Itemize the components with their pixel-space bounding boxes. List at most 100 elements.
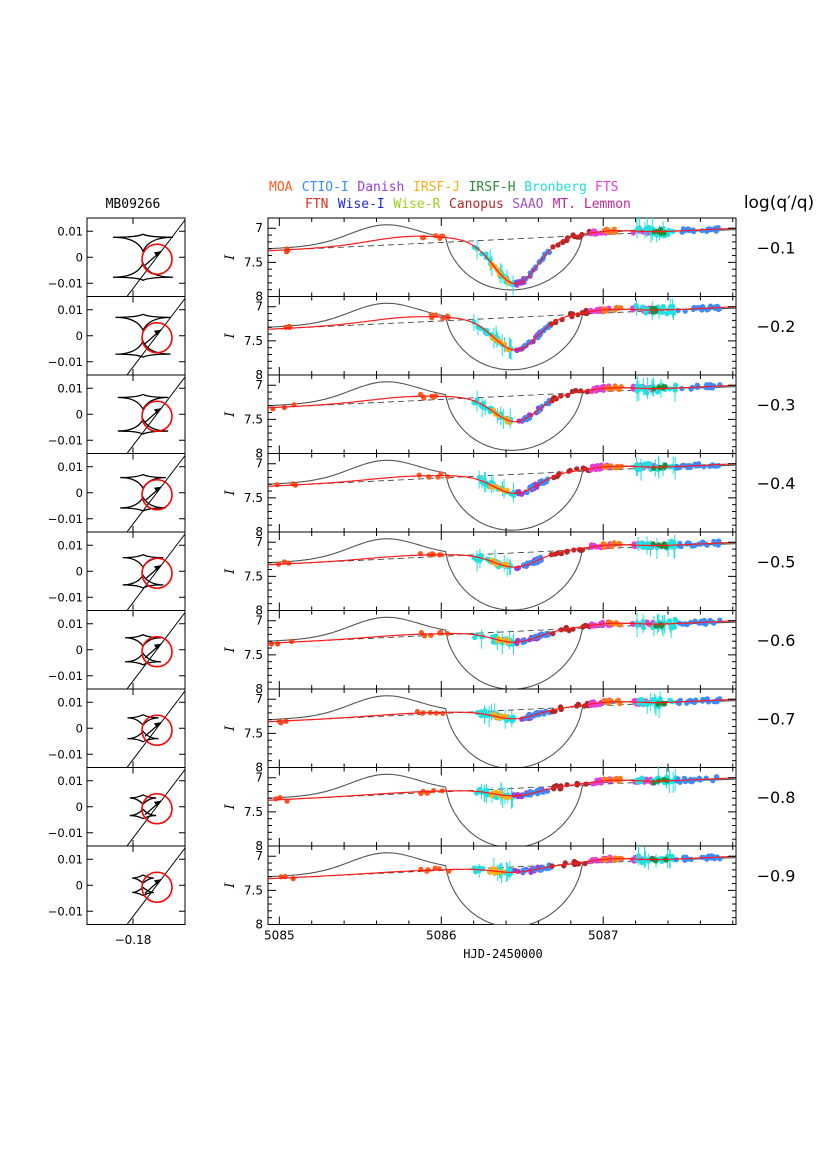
x-tick-label: 5085	[264, 929, 295, 943]
source-trajectory	[126, 690, 186, 768]
source-circle	[141, 321, 173, 354]
legend-entry: Wise-R	[393, 197, 440, 212]
y-tick-label: 8	[255, 447, 263, 461]
caustic-panel: 0.01 0 −0.01	[48, 374, 186, 454]
data-point	[656, 542, 662, 548]
caustic-curve	[129, 808, 157, 820]
data-point	[633, 303, 640, 309]
caustic-curve	[112, 233, 174, 253]
data-point	[273, 796, 279, 802]
data-point	[639, 860, 645, 866]
y-tick-label: 8	[255, 604, 263, 618]
y-tick-label: 8	[255, 368, 263, 382]
data-point	[639, 696, 645, 703]
caustic-y-tick-label: 0.01	[57, 617, 83, 631]
caustic-panel: 0.01 0 −0.01	[48, 453, 186, 533]
best-fit-model-curve	[267, 463, 737, 494]
y-tick-label: 8	[255, 290, 263, 304]
data-point	[507, 867, 513, 873]
data-point	[594, 858, 601, 864]
data-point	[421, 234, 427, 240]
data-point	[673, 382, 679, 388]
log-q-ratio-value: −0.4	[757, 474, 796, 493]
legend-entry: MOA	[269, 180, 293, 195]
y-axis-label: I	[223, 646, 238, 653]
legend-entry: MT. Lemmon	[553, 197, 631, 212]
x-tick-label: 5086	[426, 929, 457, 943]
caustic-panel: 0.01 0 −0.01	[48, 217, 186, 297]
caustic-curve	[117, 417, 169, 435]
right-axis-label: log(q′/q)	[744, 193, 814, 213]
caustic-y-tick-label: −0.01	[48, 826, 83, 840]
caustic-panel: 0.01 0 −0.01	[48, 531, 186, 611]
best-fit-model-curve	[267, 620, 737, 644]
y-tick-label: 7	[255, 457, 263, 471]
caustic-curve	[117, 393, 169, 411]
data-point	[634, 620, 640, 626]
y-axis-label: I	[223, 568, 238, 575]
data-point	[657, 465, 663, 471]
caustic-y-tick-label: −0.01	[48, 433, 83, 447]
x-tick-label: 5087	[588, 929, 619, 943]
y-tick-label: 7	[255, 221, 263, 235]
data-point	[642, 461, 648, 467]
data-point	[603, 307, 610, 313]
source-trajectory	[126, 298, 186, 376]
caustic-y-tick-label: 0.01	[57, 381, 83, 395]
alternative-model-curve	[267, 695, 737, 769]
y-axis-label: I	[223, 254, 238, 261]
caustic-y-tick-label: 0	[76, 721, 83, 735]
data-point	[644, 390, 650, 396]
trajectory-arrow-head	[154, 879, 161, 886]
source-circle	[141, 714, 173, 747]
caustic-curve	[122, 574, 164, 589]
log-q-ratio-value: −0.9	[757, 866, 796, 885]
trajectory-arrow-head	[154, 722, 161, 729]
caustic-y-tick-label: 0.01	[57, 774, 83, 788]
data-point	[688, 856, 694, 863]
data-point	[676, 698, 682, 704]
log-q-ratio-value: −0.2	[757, 317, 796, 336]
data-point	[506, 872, 512, 878]
data-point	[644, 545, 650, 551]
caustic-y-tick-label: 0	[76, 564, 83, 578]
x-axis-label: HJD-2450000	[463, 947, 542, 961]
data-point	[612, 307, 618, 313]
data-point	[715, 542, 721, 548]
data-point	[489, 263, 496, 269]
legend-entry: IRSF-H	[469, 180, 516, 195]
caustic-curve	[127, 714, 159, 727]
data-point	[495, 869, 501, 876]
data-point	[445, 474, 451, 480]
light-curve-panel: 7 7.5 8 I	[223, 610, 737, 696]
caustic-y-tick-label: −0.01	[48, 904, 83, 918]
data-point	[472, 634, 478, 641]
legend-entry: Canopus	[449, 197, 504, 212]
data-point	[635, 777, 641, 783]
data-point	[416, 472, 422, 478]
source-trajectory	[126, 769, 186, 847]
source-trajectory	[126, 376, 186, 454]
caustic-curve	[112, 261, 174, 281]
source-circle	[141, 243, 173, 276]
y-tick-label: 8	[255, 761, 263, 775]
source-circle	[141, 478, 173, 511]
data-point	[650, 697, 656, 703]
data-point	[670, 310, 677, 316]
y-tick-label: 7	[255, 300, 263, 314]
data-point	[583, 781, 589, 787]
data-point	[703, 775, 709, 781]
source-circle	[141, 557, 173, 590]
data-point	[640, 619, 646, 625]
caustic-curve	[120, 473, 166, 490]
source-trajectory	[126, 533, 186, 611]
legend: MOA CTIO-I Danish IRSF-J IRSF-H Bronberg FTS FT…	[269, 180, 631, 212]
data-point	[636, 853, 642, 859]
data-point	[671, 623, 677, 629]
panel-frame	[267, 217, 737, 297]
best-fit-model-curve	[267, 855, 737, 880]
data-point	[502, 794, 509, 801]
best-fit-model-curve	[267, 777, 737, 801]
caustic-panel: 0.01 0 −0.01	[48, 688, 186, 768]
data-point	[426, 474, 432, 480]
